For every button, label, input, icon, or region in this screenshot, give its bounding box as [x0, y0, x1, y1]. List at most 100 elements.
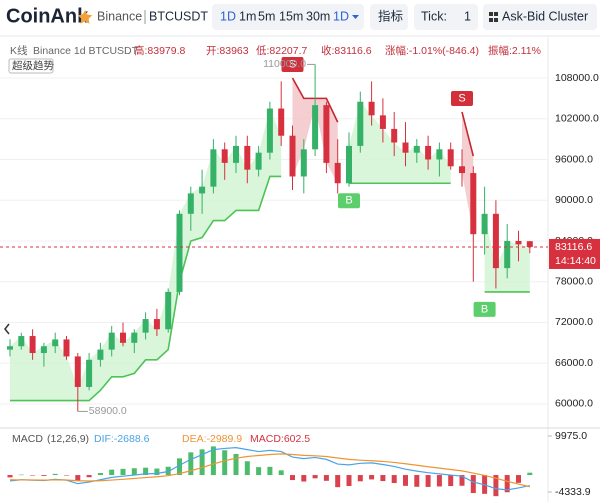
macd-label: MACD:602.5 — [250, 433, 310, 445]
y-tick-label: 60000.0 — [555, 398, 593, 410]
candle-body — [221, 149, 228, 163]
candle-body — [142, 319, 149, 333]
candle-body — [29, 336, 36, 354]
interval[interactable]: 5m — [258, 9, 275, 23]
trend-fill — [349, 101, 451, 184]
macd-bar — [369, 475, 375, 480]
dropdown-arrow[interactable] — [352, 15, 359, 19]
macd-bar — [233, 453, 239, 476]
candle-body — [413, 145, 420, 153]
scroll-left[interactable] — [4, 323, 10, 335]
macd-bar — [86, 475, 92, 478]
interval[interactable]: 15m — [279, 9, 303, 23]
macd-bar — [18, 474, 24, 476]
macd-bar — [301, 475, 307, 482]
interval[interactable]: 1D — [220, 9, 236, 23]
candle-body — [244, 145, 251, 170]
macd-bar — [459, 475, 465, 486]
tick-label[interactable]: Tick: — [421, 9, 447, 23]
last-price-box — [549, 238, 600, 269]
indicator-tag[interactable]: 超级趋势 — [12, 59, 54, 72]
sell-marker — [281, 56, 304, 72]
macd-bar — [75, 475, 81, 481]
candle-body — [425, 145, 432, 160]
interval[interactable]: 30m — [306, 9, 330, 23]
candle-body — [346, 145, 352, 184]
macd-bar — [323, 475, 329, 481]
macd-bar — [131, 468, 137, 476]
info-change: 涨幅:-1.01%(-846.4) — [385, 44, 479, 57]
sell-label: S — [458, 92, 465, 104]
candle-body — [18, 336, 25, 347]
macd-chart: 9975.0 -4333.9 MACD (12,26,9) DIF:-2688.6 DEA… — [7, 430, 591, 498]
candle-body — [470, 173, 477, 235]
countdown-label: 14:14:40 — [555, 255, 596, 267]
macd-bar — [516, 475, 521, 483]
candle-body — [153, 319, 160, 330]
candle-body — [165, 291, 172, 330]
macd-bar — [335, 475, 341, 488]
macd-bar — [470, 475, 476, 494]
symbol[interactable]: BTCUSDT — [149, 9, 208, 23]
macd-bar — [222, 450, 228, 476]
info-low: 低:82207.7 — [256, 44, 308, 57]
indicator-tag-box[interactable] — [8, 58, 54, 74]
y-tick-label: 66000.0 — [555, 357, 593, 369]
candle-body — [436, 149, 443, 160]
indicator-button-bg — [370, 4, 408, 30]
macd-bar — [109, 469, 115, 476]
macd-bar — [414, 475, 420, 487]
macd-bar — [143, 467, 149, 476]
candle-body — [7, 346, 13, 350]
supertrend-line — [461, 111, 475, 157]
macd-bar — [380, 475, 386, 482]
candle-body — [52, 339, 59, 347]
interval[interactable]: 1m — [239, 9, 256, 23]
candle-body — [515, 240, 522, 245]
candle-body — [86, 359, 93, 387]
y-tick-label: 9975.0 — [555, 430, 587, 442]
candle-body — [210, 149, 217, 187]
candle-body — [481, 213, 488, 235]
macd-bar — [425, 475, 431, 487]
macd-bar — [210, 446, 216, 476]
cluster-icon — [489, 12, 493, 16]
exchange[interactable]: Binance — [97, 9, 142, 23]
macd-bar — [290, 475, 295, 481]
candle-body — [131, 332, 138, 343]
tick-value[interactable]: 1 — [464, 9, 471, 23]
intervals: 1D 1m 5m 15m 30m 1D — [220, 9, 349, 23]
macd-bar — [154, 468, 160, 476]
macd-bar — [357, 475, 363, 482]
candle-body — [334, 162, 341, 184]
macd-bar — [52, 473, 58, 476]
candle-body — [187, 193, 194, 214]
buy-label: B — [481, 303, 488, 315]
macd-bar — [448, 475, 454, 487]
macd-bar — [493, 475, 499, 497]
logo[interactable]: CoinAnk — [6, 5, 89, 27]
candle-body — [379, 115, 386, 129]
indicator-button[interactable]: 指标 — [378, 8, 403, 23]
candle-body — [504, 240, 511, 269]
candle-body — [97, 349, 104, 360]
info-open: 开:83963 — [206, 45, 249, 57]
candle-body — [459, 166, 465, 174]
dea-line — [9, 453, 530, 488]
y-tick-label: 78000.0 — [555, 275, 593, 287]
candle-body — [300, 149, 307, 177]
info-close: 收:83116.6 — [321, 44, 372, 57]
candle-body — [492, 213, 499, 269]
supertrend-line — [10, 175, 282, 402]
favorite-star[interactable] — [77, 10, 93, 24]
macd-bar — [312, 475, 318, 479]
candle-body — [176, 213, 183, 292]
cluster-button[interactable]: Ask-Bid Cluster — [502, 9, 588, 23]
interval[interactable]: 1D — [333, 9, 349, 23]
macd-bar — [278, 470, 284, 476]
candle-body — [357, 101, 364, 146]
macd-bar — [346, 475, 352, 486]
info-source: Binance 1d BTCUSDT — [33, 45, 139, 57]
macd-bar — [436, 475, 442, 487]
